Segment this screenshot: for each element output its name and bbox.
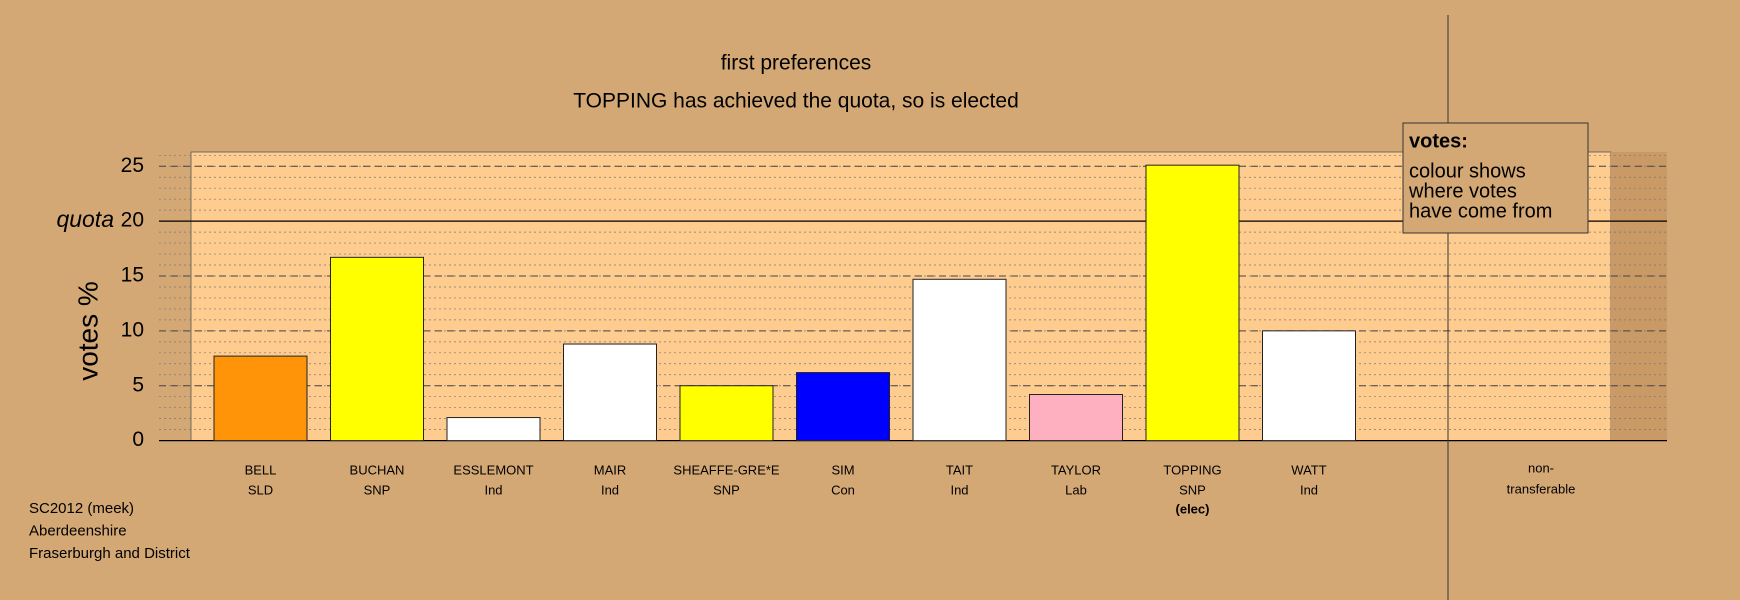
party-label: Ind — [601, 482, 619, 497]
bar — [1029, 394, 1123, 442]
legend-text: have come from — [1409, 200, 1552, 222]
x-tick-label: WATT — [1291, 462, 1326, 477]
bar — [679, 385, 774, 442]
x-tick-label: TAIT — [946, 462, 973, 477]
footnote: Fraserburgh and District — [29, 545, 191, 562]
x-tick-label: BELL — [245, 462, 277, 477]
party-label: Ind — [484, 482, 502, 497]
y-tick-label: 10 — [121, 318, 144, 341]
party-label: SNP — [713, 482, 740, 497]
bar — [1262, 330, 1356, 442]
y-tick-label: 5 — [132, 373, 144, 396]
party-label: SNP — [364, 482, 391, 497]
party-label: SNP — [1179, 482, 1206, 497]
party-label: Ind — [1300, 482, 1318, 497]
chart-title: first preferences — [721, 52, 872, 75]
bar — [446, 417, 541, 442]
x-tick-label: TOPPING — [1163, 462, 1221, 477]
bar — [563, 343, 657, 442]
non-transferable-label: transferable — [1507, 481, 1576, 496]
y-tick-label: 0 — [132, 428, 144, 451]
x-tick-label: MAIR — [594, 462, 627, 477]
plot-panel — [190, 151, 1612, 442]
side-shade — [1611, 152, 1667, 441]
y-tick-label: 20 — [121, 209, 144, 232]
y-tick-label: 25 — [121, 154, 144, 177]
party-label: SLD — [248, 482, 273, 497]
non-transferable-label: non- — [1528, 460, 1554, 475]
x-tick-label: SIM — [831, 462, 854, 477]
party-label: Ind — [950, 482, 968, 497]
bar — [213, 355, 308, 442]
footnote: SC2012 (meek) — [29, 500, 134, 517]
bar — [796, 372, 890, 442]
y-axis-label: votes % — [72, 281, 103, 381]
bar — [1145, 164, 1240, 442]
party-label: Lab — [1065, 482, 1087, 497]
legend-title: votes: — [1409, 130, 1468, 152]
y-tick-label: 15 — [121, 264, 144, 287]
chart-subtitle: TOPPING has achieved the quota, so is el… — [573, 90, 1019, 113]
bar — [330, 256, 424, 442]
bar — [912, 278, 1007, 442]
x-tick-label: ESSLEMONT — [453, 462, 533, 477]
quota-label: quota — [56, 206, 114, 232]
legend-text: colour shows — [1409, 160, 1526, 182]
footnote: Aberdeenshire — [29, 522, 127, 539]
x-tick-label: BUCHAN — [350, 462, 405, 477]
x-tick-label: SHEAFFE-GRE*E — [673, 462, 780, 477]
party-label: Con — [831, 482, 855, 497]
elected-note: (elec) — [1176, 501, 1210, 516]
x-tick-label: TAYLOR — [1051, 462, 1101, 477]
legend-text: where votes — [1408, 180, 1517, 202]
legend-box — [1402, 122, 1589, 234]
